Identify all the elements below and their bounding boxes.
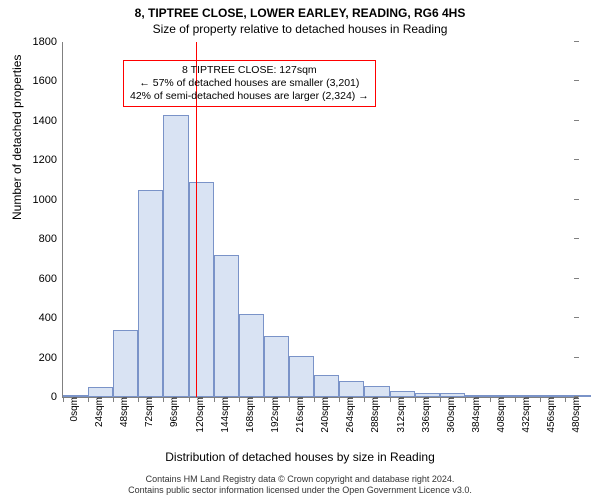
annotation-line-2: ← 57% of detached houses are smaller (3,… <box>130 77 369 90</box>
footer-line-2: Contains public sector information licen… <box>0 485 600 496</box>
y-tick-label: 800 <box>39 233 63 245</box>
x-tick-label: 264sqm <box>339 397 356 433</box>
y-tick-mark <box>574 41 579 42</box>
y-tick-mark <box>574 238 579 239</box>
x-tick-label: 24sqm <box>88 397 105 427</box>
x-tick-label: 480sqm <box>565 397 582 433</box>
x-tick-label: 312sqm <box>390 397 407 433</box>
footer-line-1: Contains HM Land Registry data © Crown c… <box>0 474 600 485</box>
y-tick-label: 0 <box>51 391 63 403</box>
y-tick-label: 1000 <box>33 194 63 206</box>
x-tick-label: 192sqm <box>264 397 281 433</box>
x-tick-label: 120sqm <box>189 397 206 433</box>
x-tick-label: 240sqm <box>314 397 331 433</box>
annotation-box: 8 TIPTREE CLOSE: 127sqm ← 57% of detache… <box>123 60 376 107</box>
x-tick-label: 96sqm <box>163 397 180 427</box>
histogram-bar <box>189 182 214 397</box>
annotation-line-3: 42% of semi-detached houses are larger (… <box>130 90 369 103</box>
histogram-bar <box>364 386 389 397</box>
x-tick-label: 168sqm <box>239 397 256 433</box>
y-tick-label: 1800 <box>33 36 63 48</box>
histogram-bar <box>314 375 339 397</box>
x-tick-label: 408sqm <box>490 397 507 433</box>
y-tick-mark <box>574 120 579 121</box>
histogram-bar <box>239 314 264 397</box>
chart-container: 8, TIPTREE CLOSE, LOWER EARLEY, READING,… <box>0 0 600 500</box>
x-tick-label: 360sqm <box>440 397 457 433</box>
histogram-bar <box>138 190 163 397</box>
x-tick-label: 288sqm <box>364 397 381 433</box>
histogram-bar <box>88 387 113 397</box>
x-tick-label: 336sqm <box>415 397 432 433</box>
x-tick-label: 144sqm <box>214 397 231 433</box>
y-tick-label: 400 <box>39 312 63 324</box>
y-tick-mark <box>574 317 579 318</box>
histogram-bar <box>113 330 138 397</box>
y-tick-mark <box>574 159 579 160</box>
y-tick-label: 1400 <box>33 115 63 127</box>
x-axis-label: Distribution of detached houses by size … <box>0 450 600 464</box>
x-tick-label: 456sqm <box>540 397 557 433</box>
y-tick-label: 600 <box>39 273 63 285</box>
y-tick-mark <box>574 357 579 358</box>
x-tick-label: 216sqm <box>289 397 306 433</box>
x-tick-label: 72sqm <box>138 397 155 427</box>
y-tick-mark <box>574 278 579 279</box>
y-axis-label: Number of detached properties <box>10 55 24 220</box>
histogram-bar <box>214 255 239 397</box>
y-tick-label: 200 <box>39 352 63 364</box>
histogram-bar <box>264 336 289 397</box>
y-tick-mark <box>574 80 579 81</box>
y-tick-mark <box>574 199 579 200</box>
histogram-bar <box>339 381 364 397</box>
y-tick-label: 1600 <box>33 75 63 87</box>
y-tick-label: 1200 <box>33 154 63 166</box>
histogram-bar <box>289 356 314 397</box>
x-tick-label: 432sqm <box>515 397 532 433</box>
plot-area: 020040060080010001200140016001800 0sqm24… <box>62 42 578 398</box>
page-title: 8, TIPTREE CLOSE, LOWER EARLEY, READING,… <box>0 0 600 20</box>
x-tick-label: 0sqm <box>63 397 80 421</box>
histogram-bar <box>163 115 188 397</box>
x-tick-label: 48sqm <box>113 397 130 427</box>
footer: Contains HM Land Registry data © Crown c… <box>0 474 600 497</box>
x-tick-label: 384sqm <box>465 397 482 433</box>
page-subtitle: Size of property relative to detached ho… <box>0 20 600 36</box>
annotation-line-1: 8 TIPTREE CLOSE: 127sqm <box>130 64 369 77</box>
